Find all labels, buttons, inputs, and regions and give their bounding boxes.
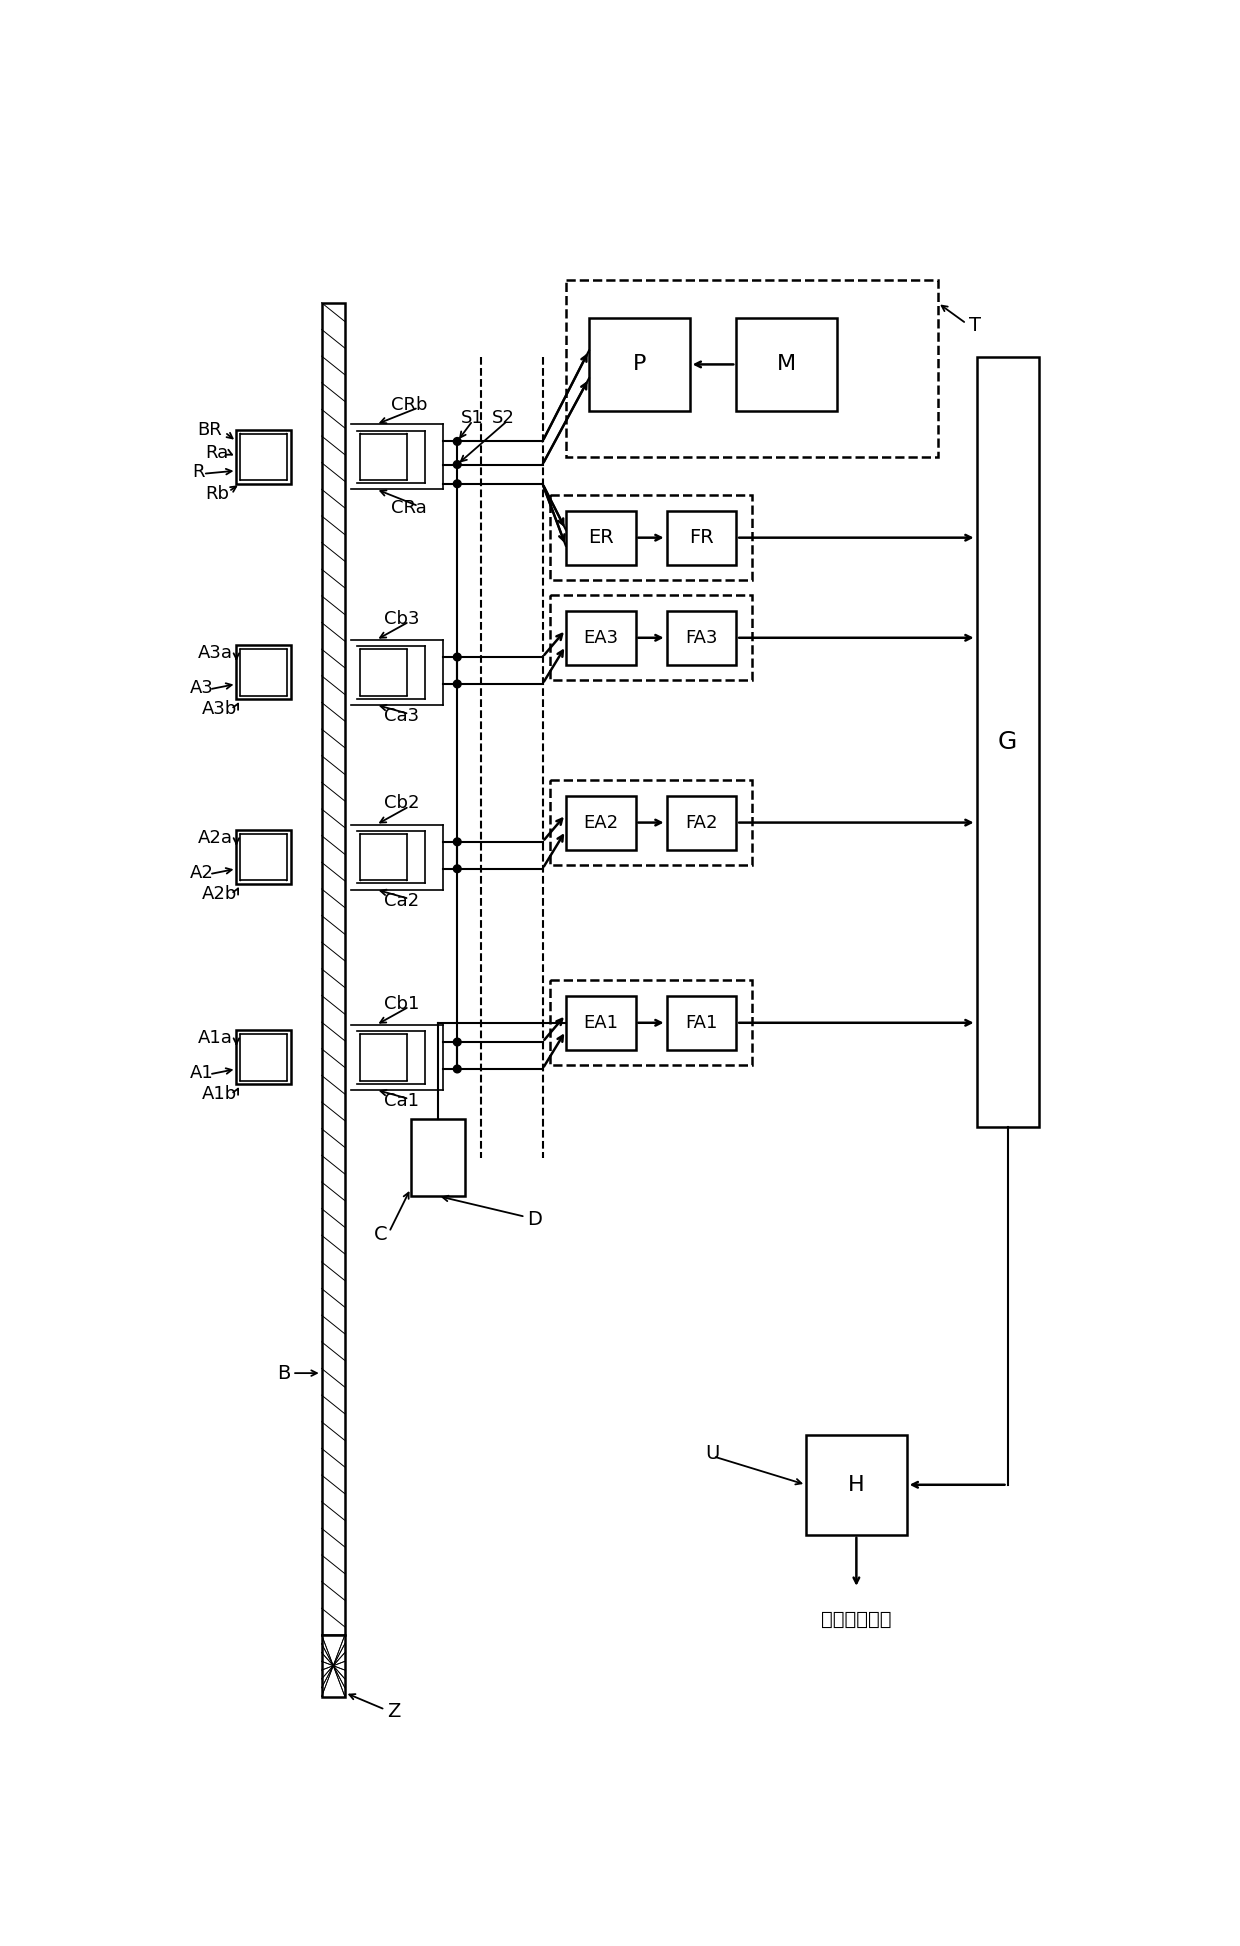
Text: P: P	[632, 354, 646, 374]
Bar	[361, 434, 407, 481]
Bar	[565, 611, 635, 666]
Bar	[667, 510, 737, 564]
Text: Cb3: Cb3	[383, 609, 419, 627]
Text: A2: A2	[190, 864, 213, 882]
Circle shape	[454, 864, 461, 872]
Text: EA1: EA1	[583, 1014, 618, 1031]
Bar	[410, 1119, 465, 1197]
Bar	[667, 611, 737, 666]
Bar	[241, 835, 286, 880]
Bar	[237, 831, 290, 883]
Bar	[551, 780, 751, 864]
Circle shape	[454, 438, 461, 446]
Bar	[737, 319, 837, 411]
Text: R: R	[192, 463, 205, 481]
Text: FA1: FA1	[686, 1014, 718, 1031]
Text: A3: A3	[190, 679, 213, 697]
Bar	[237, 430, 290, 485]
Text: Ca3: Ca3	[383, 706, 419, 726]
Circle shape	[454, 1064, 461, 1072]
Circle shape	[454, 679, 461, 687]
Bar	[565, 510, 635, 564]
Text: A1a: A1a	[197, 1029, 233, 1047]
Bar	[237, 1031, 290, 1084]
Text: S2: S2	[492, 409, 515, 428]
Bar	[667, 996, 737, 1049]
Bar	[565, 280, 937, 457]
Text: A3a: A3a	[197, 644, 233, 662]
Text: CRa: CRa	[392, 500, 427, 518]
Text: FA2: FA2	[686, 813, 718, 831]
Text: FA3: FA3	[686, 629, 718, 646]
Circle shape	[454, 481, 461, 488]
Bar	[361, 835, 407, 880]
Text: T: T	[968, 317, 981, 335]
Text: 输出棒位信息: 输出棒位信息	[821, 1609, 892, 1629]
Text: G: G	[998, 730, 1017, 753]
Text: EA3: EA3	[583, 629, 619, 646]
Circle shape	[454, 654, 461, 662]
Text: Rb: Rb	[206, 485, 229, 502]
Text: Ca1: Ca1	[383, 1092, 419, 1111]
Bar	[241, 434, 286, 481]
Text: M: M	[777, 354, 796, 374]
Text: Cb1: Cb1	[383, 994, 419, 1012]
Text: BR: BR	[197, 420, 222, 440]
Bar	[241, 1035, 286, 1080]
Text: A1: A1	[190, 1064, 213, 1082]
Bar	[551, 981, 751, 1064]
Text: B: B	[278, 1364, 290, 1382]
Bar	[361, 650, 407, 695]
Text: FR: FR	[689, 527, 714, 547]
Text: Ca2: Ca2	[383, 891, 419, 911]
Bar	[361, 1035, 407, 1080]
Text: EA2: EA2	[583, 813, 619, 831]
Bar	[241, 650, 286, 695]
Text: CRb: CRb	[392, 397, 428, 414]
Bar	[589, 319, 689, 411]
Text: Ra: Ra	[206, 444, 228, 461]
Circle shape	[454, 839, 461, 847]
Text: A1b: A1b	[201, 1086, 237, 1103]
Bar	[321, 1635, 345, 1697]
Text: D: D	[527, 1210, 542, 1228]
Text: S1: S1	[461, 409, 484, 428]
Bar	[551, 496, 751, 580]
Bar	[977, 356, 1039, 1127]
Text: C: C	[374, 1226, 387, 1243]
Text: A2b: A2b	[201, 885, 237, 903]
Bar	[565, 796, 635, 850]
Text: ER: ER	[588, 527, 614, 547]
Circle shape	[454, 461, 461, 469]
Text: A2a: A2a	[197, 829, 233, 847]
Circle shape	[454, 1037, 461, 1045]
Text: Cb2: Cb2	[383, 794, 419, 811]
Bar	[237, 646, 290, 699]
Text: U: U	[706, 1444, 719, 1463]
Bar	[551, 595, 751, 679]
Bar	[565, 996, 635, 1049]
Text: Z: Z	[387, 1703, 401, 1722]
Bar	[667, 796, 737, 850]
Text: H: H	[848, 1475, 864, 1495]
Text: A3b: A3b	[201, 701, 237, 718]
Bar	[321, 304, 345, 1635]
Bar	[806, 1434, 906, 1535]
